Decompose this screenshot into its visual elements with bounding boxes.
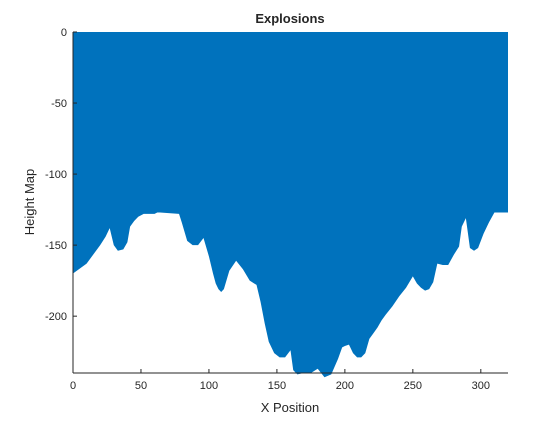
x-tick-label: 0 — [70, 380, 76, 392]
x-tick-label: 50 — [135, 380, 147, 392]
x-tick-label: 200 — [336, 380, 354, 392]
x-tick-label: 150 — [268, 380, 286, 392]
chart-title: Explosions — [255, 11, 324, 26]
y-tick-label: -150 — [45, 240, 67, 252]
x-axis-ticks: 0 50 100 150 200 250 300 — [70, 369, 490, 392]
y-tick-label: -50 — [51, 98, 67, 110]
y-tick-label: -200 — [45, 311, 67, 323]
x-tick-label: 100 — [200, 380, 218, 392]
x-axis-label: X Position — [261, 400, 320, 415]
y-tick-label: -100 — [45, 169, 67, 181]
height-map-area-0 — [73, 32, 508, 378]
y-axis-ticks: 0 -50 -100 -150 -200 — [45, 27, 77, 323]
y-axis-label: Height Map — [22, 169, 37, 235]
plot-area — [73, 32, 508, 378]
x-tick-label: 250 — [404, 380, 422, 392]
y-tick-label: 0 — [61, 27, 67, 39]
x-tick-label: 300 — [472, 380, 490, 392]
